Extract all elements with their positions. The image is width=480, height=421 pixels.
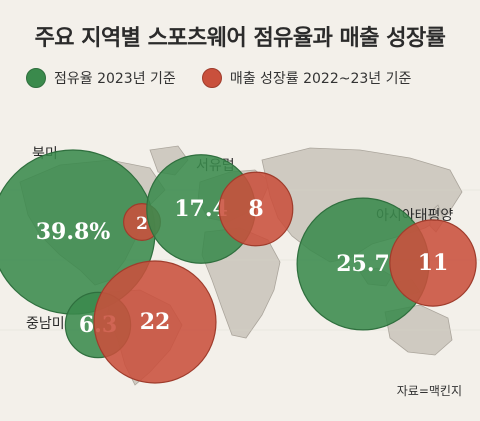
legend-label-growth: 매출 성장률 2022~23년 기준 (229, 71, 412, 87)
share-value-label-north-america: 39.8% (36, 219, 111, 245)
growth-value-label-asia-pacific: 11 (418, 250, 449, 276)
legend-item-share: 점유율 2023년 기준 (26, 68, 176, 88)
source-note: 자료=맥킨지 (396, 384, 462, 398)
chart-title: 주요 지역별 스포츠웨어 점유율과 매출 성장률 (34, 26, 446, 51)
growth-dot-icon (201, 68, 222, 88)
growth-bubble-asia-pacific (389, 219, 477, 307)
legend-item-growth: 매출 성장률 2022~23년 기준 (201, 68, 412, 88)
legend-label-share: 점유율 2023년 기준 (54, 71, 176, 87)
legend: 점유율 2023년 기준 매출 성장률 2022~23년 기준 (26, 68, 437, 88)
region-label-latin-america: 중남미 (26, 316, 65, 332)
growth-value-label-north-america: 2 (136, 214, 148, 234)
growth-value-label-western-europe: 8 (248, 196, 263, 222)
share-value-label-asia-pacific: 25.7 (336, 251, 390, 277)
growth-value-label-latin-america: 22 (140, 309, 171, 335)
growth-bubble-latin-america (93, 260, 217, 384)
growth-bubble-western-europe (218, 171, 294, 247)
share-dot-icon (26, 68, 46, 88)
